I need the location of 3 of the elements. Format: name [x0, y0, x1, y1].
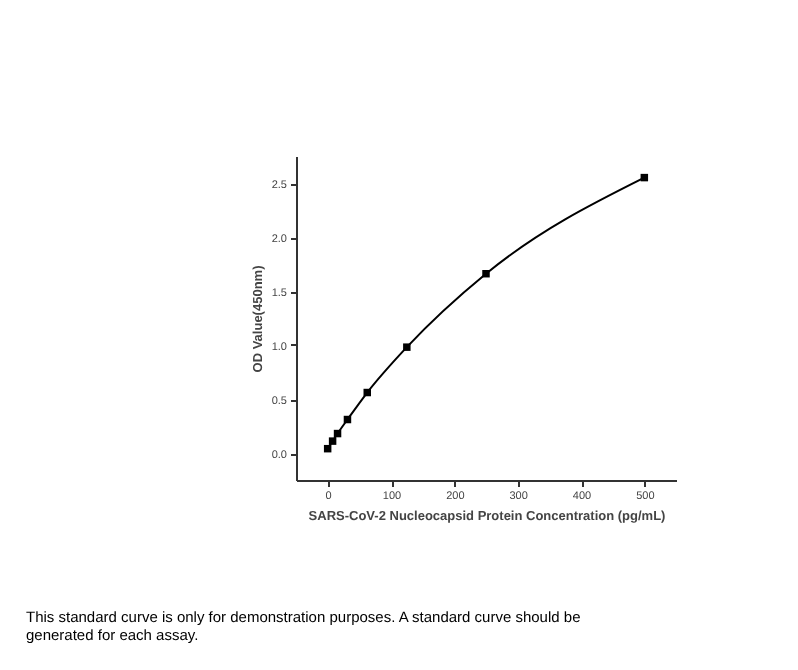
- point: [482, 269, 490, 278]
- point: [403, 343, 411, 351]
- point: [328, 437, 337, 445]
